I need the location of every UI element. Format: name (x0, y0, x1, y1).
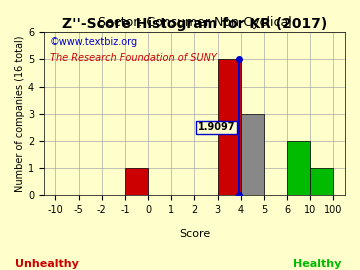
Y-axis label: Number of companies (16 total): Number of companies (16 total) (15, 35, 25, 192)
Bar (287, 141, 310, 195)
Text: Healthy: Healthy (293, 259, 341, 269)
Text: The Research Foundation of SUNY: The Research Foundation of SUNY (50, 53, 217, 63)
Text: Unhealthy: Unhealthy (15, 259, 79, 269)
Bar (241, 114, 264, 195)
Text: 1.9097: 1.9097 (198, 122, 235, 132)
Title: Z''-Score Histogram for KR (2017): Z''-Score Histogram for KR (2017) (62, 17, 327, 31)
Text: Sector: Consumer Non-Cyclical: Sector: Consumer Non-Cyclical (98, 16, 291, 29)
Text: ©www.textbiz.org: ©www.textbiz.org (50, 37, 138, 47)
Bar (310, 168, 333, 195)
Bar (125, 168, 148, 195)
X-axis label: Score: Score (179, 229, 210, 239)
Bar (217, 59, 241, 195)
